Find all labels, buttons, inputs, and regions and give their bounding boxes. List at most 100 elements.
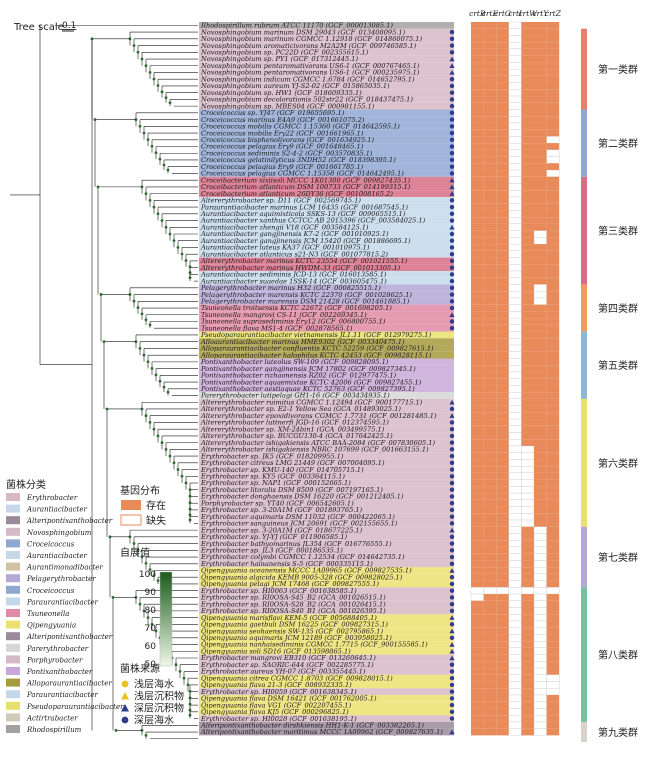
gene-absent-cell [546,136,560,144]
tip-label: Novosphingobium sp. PC22D (GCF_002355615… [200,48,369,56]
gene-absent-cell [508,223,522,231]
gene-present-cell [521,358,534,366]
gene-present-cell [496,425,509,433]
source-label: 浅层沉积物 [134,690,184,703]
tip-band [199,546,454,554]
gene-present-cell [471,439,484,446]
tip-band [199,641,454,648]
tip-label: Qipengyuania flava DSM 16421 (GCF_001762… [201,695,377,703]
gene-absent-cell [521,466,535,474]
gene-present-cell [521,439,534,446]
gene-present-cell [546,378,560,386]
gene-absent-cell [521,587,535,595]
gene-present-cell [496,533,509,541]
deep-seawater-marker [449,144,455,149]
tip-band [199,324,454,332]
gene-present-cell [534,493,547,500]
tip-band [199,647,454,655]
gene-present-cell [521,203,534,211]
gene-absent-cell [508,304,522,312]
gene-present-cell [534,250,547,258]
gene-present-cell [471,627,484,635]
gene-absent-cell [508,445,522,453]
gene-present-cell [483,654,497,662]
tip-band [199,674,454,682]
bootstrap-node [148,198,152,202]
source-label: 深层沉积物 [134,702,184,715]
gene-present-cell [471,318,484,325]
gene-absent-cell [508,432,522,440]
gene-present-cell [496,499,509,507]
bootstrap-node [144,318,148,322]
source-legend-title: 菌株来源 [120,662,160,675]
gene-present-cell [471,688,484,695]
gene-present-cell [496,42,509,49]
tip-label: Altererythrobacter marinus HWDM-33 (GCF_… [200,264,401,272]
gene-present-cell [521,405,534,413]
gene-present-cell [483,351,497,359]
gene-present-cell [483,546,497,554]
gene-present-cell [546,264,560,272]
source-label: 浅层海水 [134,678,174,691]
clade-bar [581,28,587,110]
gene-absent-cell [508,163,522,171]
gene-present-cell [496,244,509,251]
tip-label: Erythrobacter sp. KY5 (GCF_003364115.1) [200,472,345,480]
gene-present-cell [496,371,509,379]
gene-present-cell [546,223,560,231]
gene-absent-cell [508,566,522,575]
tip-label: Parerythrobacter lutipelagi GH1-16 (GCF_… [200,392,390,400]
bootstrap-node [140,555,144,559]
gene-absent-cell [508,654,522,662]
gene-present-cell [546,196,560,204]
tip-label: Erythrobacter sanguineus JCM 20691 (GCF_… [200,520,398,528]
gene-present-cell [546,69,560,76]
gene-present-cell [534,170,547,177]
gene-absent-cell [521,479,535,487]
gene-present-cell [521,176,534,184]
tip-band [199,109,454,117]
gene-present-cell [546,163,560,171]
gene-present-cell [483,580,497,588]
bootstrap-node [144,561,148,565]
gene-present-cell [496,654,509,662]
gene-absent-cell [521,459,535,467]
deep-sediment-marker [449,729,455,735]
gene-absent-cell [508,533,522,541]
tip-label: Qipengyuania aquimaris JCM 12189 (GCF_00… [201,634,392,642]
gene-present-cell [471,304,484,312]
bootstrap-node [148,568,152,572]
gene-absent-cell [508,176,522,184]
gene-present-cell [483,277,497,285]
genus-swatch [6,504,20,513]
gene-present-cell [521,425,534,433]
gene-present-cell [521,277,534,285]
gene-absent-cell [533,634,547,642]
tip-band [199,392,454,399]
tip-label: Novosphingobium decolorationis 502str22 … [200,96,413,104]
tip-band [199,419,454,426]
bootstrap-node [132,542,136,545]
gene-present-cell [483,170,497,177]
gene-absent-cell [508,560,522,568]
gene-present-cell [483,412,497,420]
deep-sediment-marker [449,191,455,196]
gene-present-cell [546,520,560,527]
gene-absent-cell [508,439,522,447]
gene-present-cell [483,600,497,608]
gene-absent-cell [533,614,547,622]
gene-present-cell [496,22,509,29]
bootstrap-node [164,225,168,229]
deep-seawater-marker [449,426,455,432]
genus-label: Porphyrobacter [26,656,83,664]
gene-present-cell [521,116,534,123]
deep-sediment-marker [449,615,455,620]
tip-band [199,116,454,123]
tip-label: Croceicoccus mobilis CGMCC 1.15360 (GCF_… [201,123,400,131]
bootstrap-node [144,64,148,68]
gene-absent-cell [508,344,522,352]
deep-sediment-marker [449,184,455,190]
clade-label: 第一类群 [598,63,638,76]
gene-present-cell [496,28,509,36]
gene-present-cell [483,634,497,642]
